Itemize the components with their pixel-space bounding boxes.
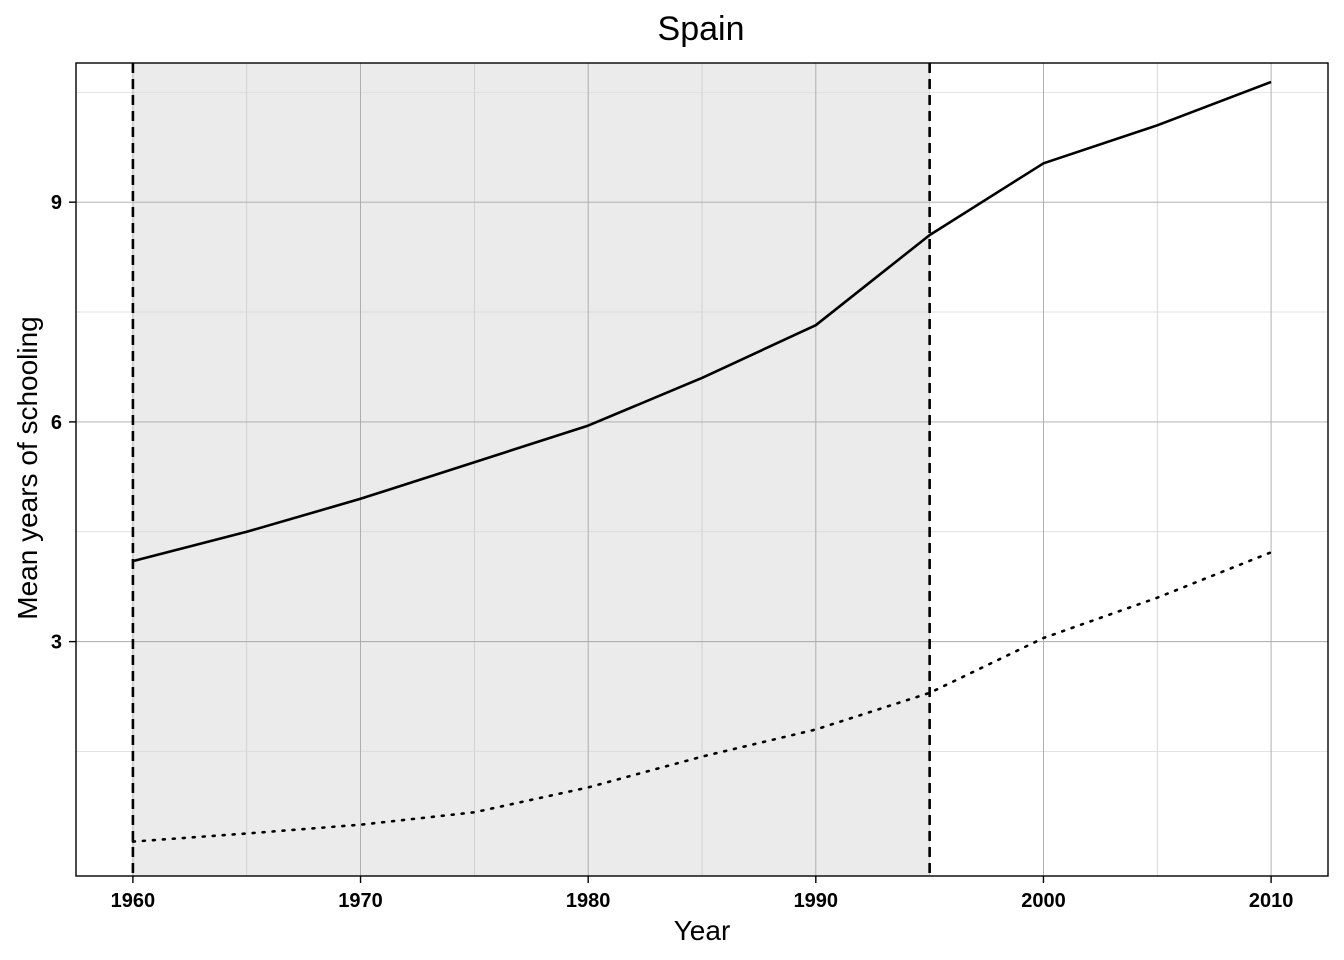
x-tick-label: 1980 [566,890,611,912]
x-tick-label: 1990 [794,890,839,912]
x-axis-title: Year [674,915,731,946]
series-line-2 [131,550,1273,843]
x-tick-label: 2000 [1021,890,1066,912]
x-tick-label: 2010 [1249,890,1294,912]
shaded-region [132,63,930,876]
x-tick-label: 1960 [111,890,156,912]
y-tick-label: 9 [51,192,62,214]
series-line-1 [132,80,1272,563]
y-axis-title: Mean years of schooling [12,316,43,620]
plot-layer: 1960 1970 1980 1990 2000 2010 3 6 9 [51,62,1329,912]
chart-title: Spain [658,10,745,48]
x-tick-label: 1970 [338,890,383,912]
plot-border [75,62,1329,877]
y-tick-label: 6 [51,412,62,434]
y-tick-label: 3 [51,632,62,654]
